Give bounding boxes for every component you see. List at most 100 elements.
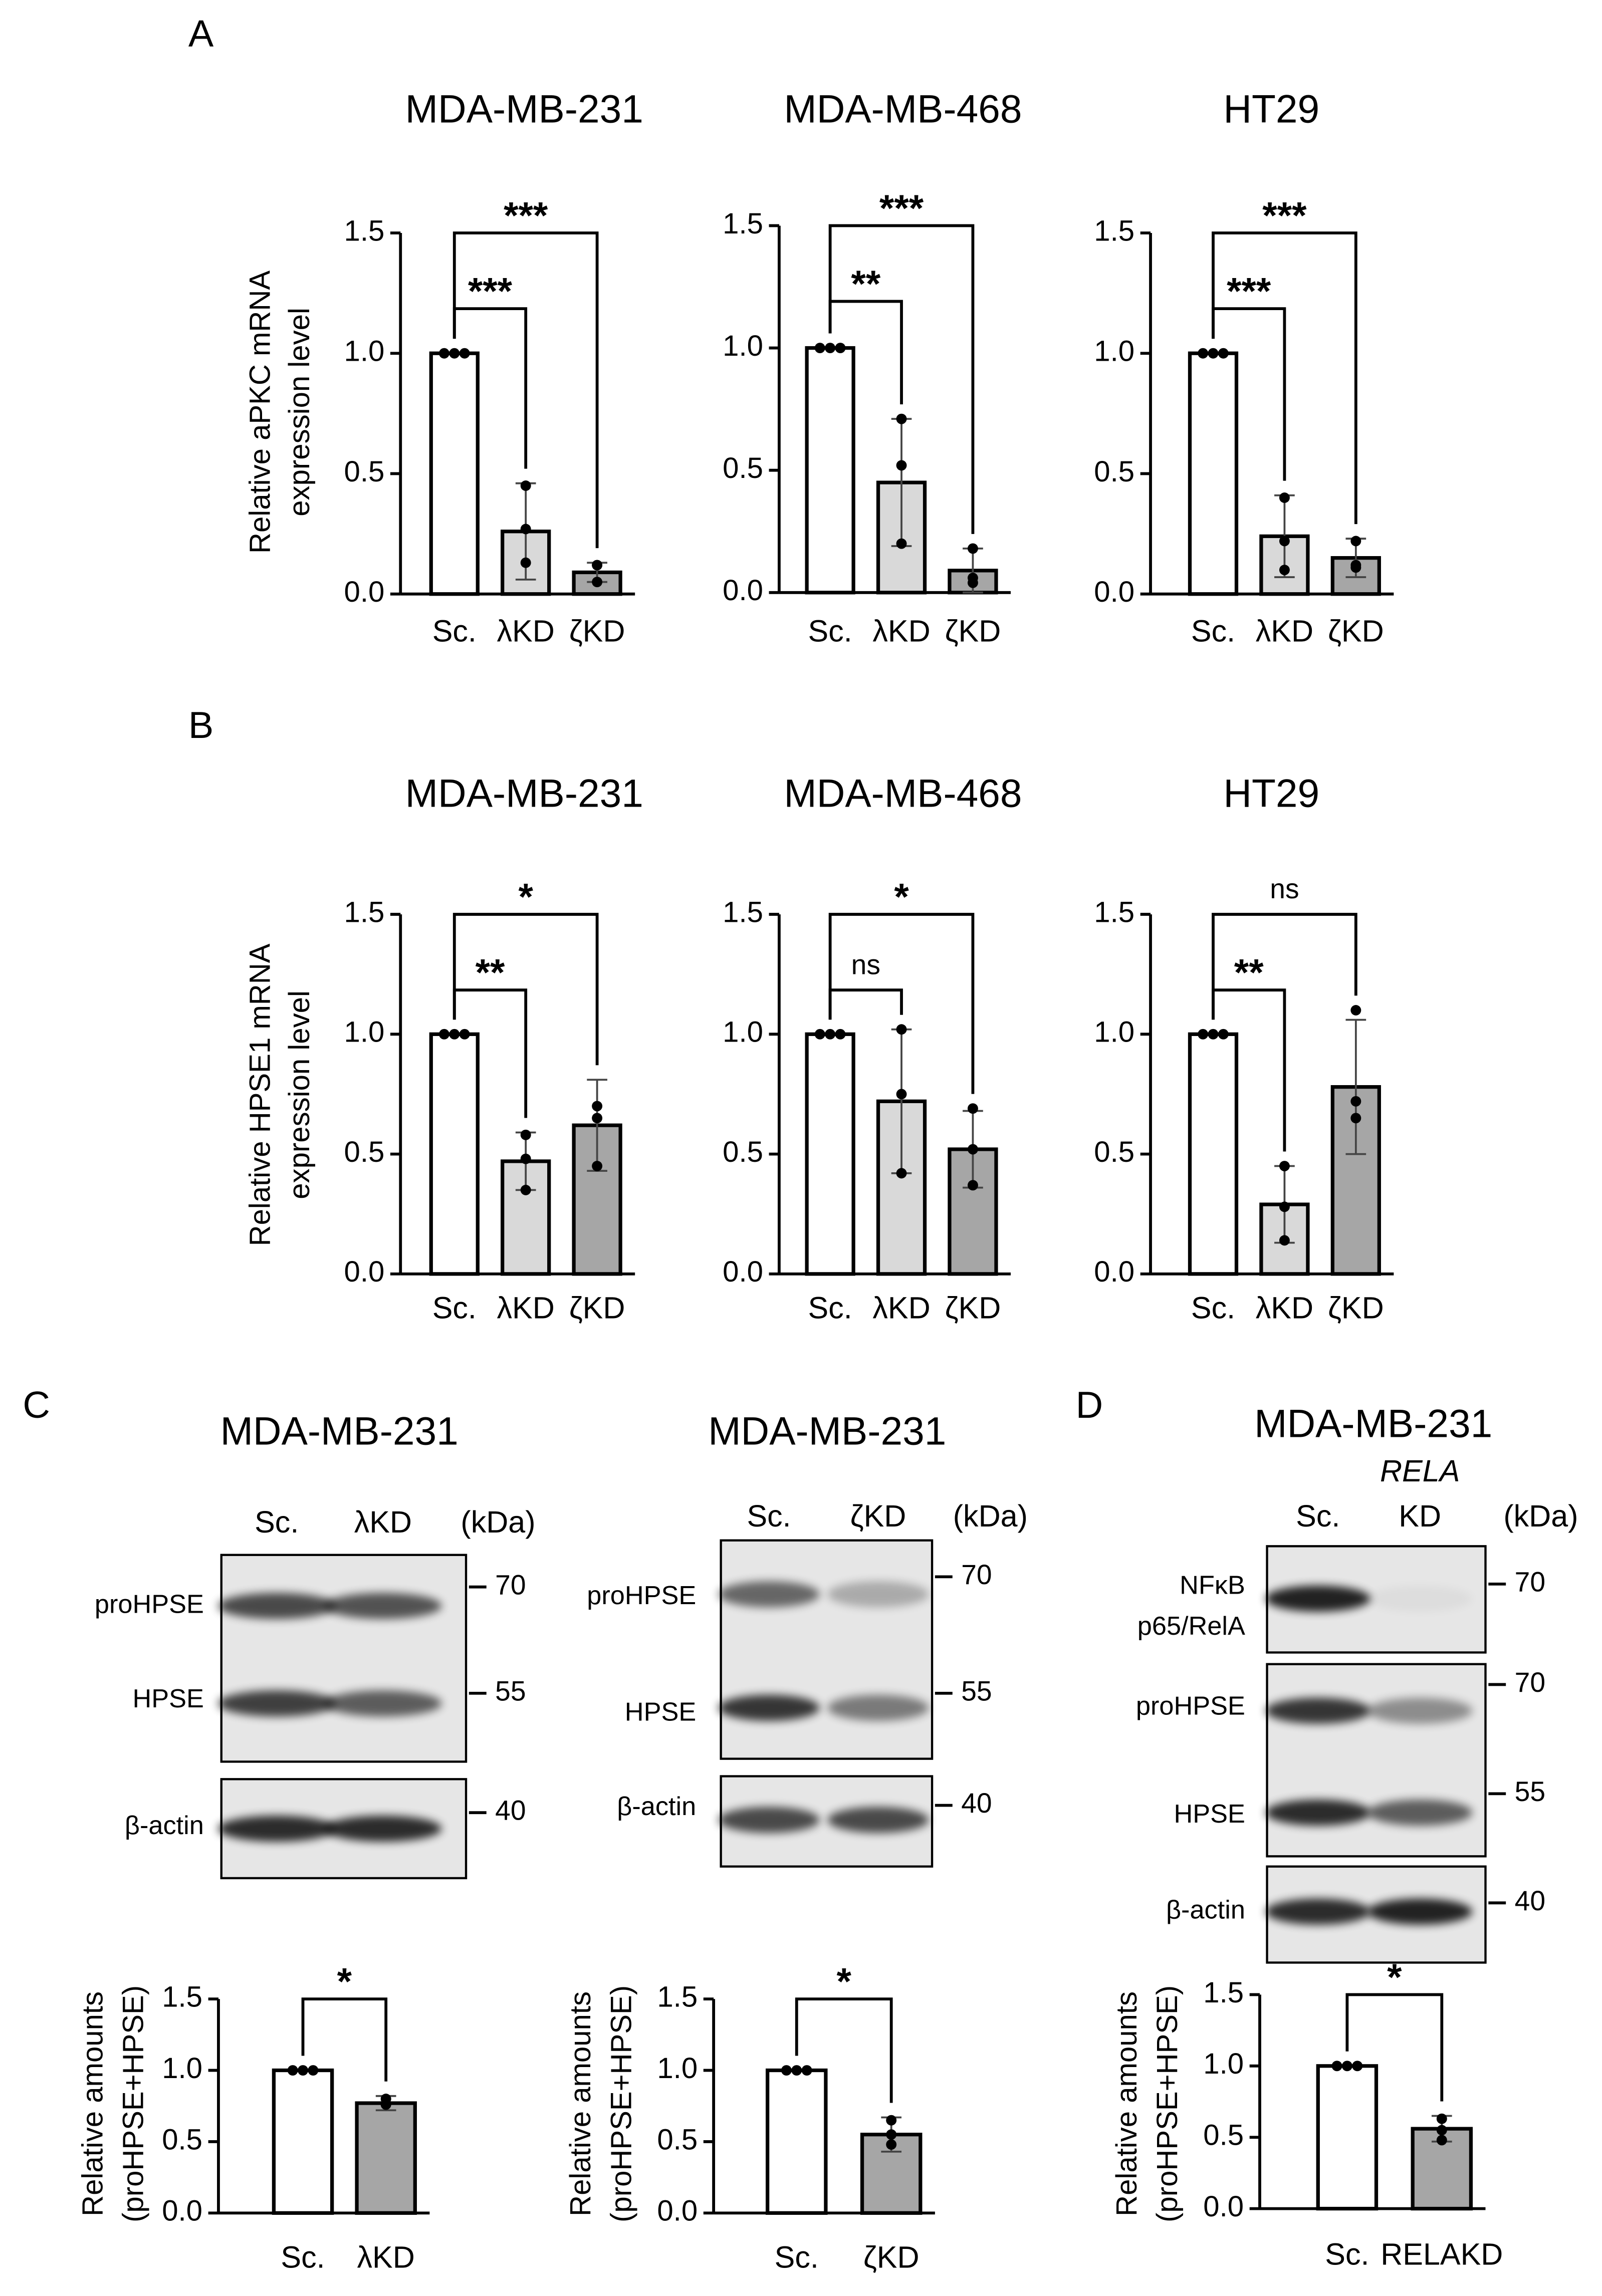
data-point — [1436, 2135, 1447, 2146]
data-point — [1218, 348, 1229, 359]
data-point — [791, 2065, 802, 2076]
band — [1367, 1800, 1473, 1826]
x-tick-label: Sc. — [1191, 1291, 1235, 1325]
y-tick-label: 0.0 — [723, 1255, 763, 1288]
y-tick-label: 1.5 — [723, 896, 763, 928]
data-point — [308, 2065, 319, 2076]
y-axis-label: (proHPSE+HPSE) — [1151, 1985, 1184, 2222]
significance-bracket: * — [828, 876, 975, 1094]
protein-label: proHPSE — [95, 1590, 204, 1619]
significance-label: * — [518, 876, 533, 918]
bracket-line — [1212, 231, 1357, 525]
band — [1265, 1800, 1370, 1826]
bar — [1188, 351, 1239, 596]
bracket-line — [301, 1997, 388, 2082]
chart-title: MDA-MB-468 — [784, 87, 1022, 131]
y-tick-label: 1.5 — [344, 896, 384, 928]
data-point — [449, 348, 460, 359]
marker-label: 70 — [1515, 1566, 1545, 1597]
kda-unit: (kDa) — [1503, 1499, 1578, 1533]
protein-label: HPSE — [625, 1697, 696, 1726]
data-point — [1331, 2061, 1342, 2072]
band — [1367, 1586, 1472, 1612]
data-point — [1198, 1029, 1209, 1040]
y-tick-label: 1.0 — [162, 2052, 202, 2085]
protein-label: proHPSE — [587, 1581, 696, 1610]
band — [1265, 1697, 1370, 1724]
significance-label: ns — [851, 949, 880, 980]
y-axis-label: Relative amounts — [1110, 1991, 1143, 2216]
y-tick-label: 1.5 — [1203, 1976, 1244, 2009]
x-tick-label: ζKD — [569, 1291, 625, 1325]
significance-bracket: * — [301, 1961, 388, 2082]
data-point — [1350, 1113, 1361, 1124]
x-tick-label: ζKD — [863, 2240, 920, 2274]
error-bar — [1345, 1018, 1366, 1155]
data-point — [520, 557, 531, 568]
significance-label: *** — [879, 187, 924, 229]
bar — [272, 2068, 334, 2215]
data-point — [592, 560, 603, 571]
data-point — [825, 1029, 836, 1040]
band — [718, 1581, 820, 1608]
significance-label: * — [894, 876, 909, 918]
significance-label: *** — [1262, 195, 1307, 237]
band — [324, 1593, 442, 1619]
band — [1367, 1697, 1473, 1724]
data-point — [896, 1168, 907, 1179]
data-point — [886, 2139, 897, 2150]
protein-label: β-actin — [1166, 1896, 1245, 1925]
lane-label: Sc. — [747, 1499, 791, 1533]
significance-bracket: *** — [452, 195, 599, 549]
lane-label: KD — [1399, 1499, 1441, 1533]
bar — [429, 1032, 480, 1276]
data-point — [1279, 536, 1290, 547]
data-point — [459, 1029, 470, 1040]
data-point — [896, 413, 907, 424]
data-point — [438, 1029, 449, 1040]
band — [827, 1581, 929, 1608]
data-point — [1341, 2061, 1352, 2072]
band — [718, 1807, 820, 1833]
x-tick-label: Sc. — [1325, 2237, 1369, 2271]
significance-label: ** — [851, 263, 880, 305]
bracket-line — [452, 913, 599, 1066]
data-point — [801, 2065, 812, 2076]
lane-label: Sc. — [255, 1505, 299, 1539]
y-tick-label: 0.5 — [162, 2123, 202, 2156]
bar — [1316, 2064, 1379, 2211]
blot-membrane — [1266, 1663, 1487, 1858]
data-point — [1350, 536, 1361, 547]
bar — [766, 2068, 828, 2215]
y-tick-label: 1.5 — [162, 1981, 202, 2013]
bracket-line — [828, 988, 903, 1020]
x-tick-label: ζKD — [945, 614, 1001, 648]
data-point — [967, 1144, 978, 1155]
y-tick-label: 1.5 — [1094, 214, 1134, 247]
y-axis-label: expression level — [283, 990, 316, 1199]
blot-membrane — [220, 1554, 468, 1763]
y-axis-label: Relative aPKC mRNA — [244, 271, 277, 554]
x-tick-label: Sc. — [808, 614, 852, 648]
data-point — [781, 2065, 792, 2076]
y-axis-label: (proHPSE+HPSE) — [605, 1985, 637, 2222]
significance-label: ** — [1234, 952, 1264, 994]
data-point — [298, 2065, 308, 2076]
significance-label: *** — [468, 271, 513, 313]
marker-label: 40 — [961, 1788, 992, 1819]
x-tick-label: λKD — [872, 614, 930, 648]
band — [1265, 1898, 1370, 1925]
protein-label: proHPSE — [1136, 1692, 1245, 1721]
x-tick-label: λKD — [872, 1291, 930, 1325]
lane-label: ζKD — [850, 1499, 906, 1533]
data-point — [592, 1161, 603, 1171]
data-point — [1279, 1235, 1290, 1246]
bar — [805, 1032, 855, 1276]
data-point — [896, 538, 907, 549]
marker-label: 40 — [495, 1795, 526, 1826]
y-tick-label: 1.0 — [344, 335, 384, 368]
data-point — [967, 577, 978, 588]
y-tick-label: 1.0 — [1094, 335, 1134, 368]
data-point — [459, 348, 470, 359]
